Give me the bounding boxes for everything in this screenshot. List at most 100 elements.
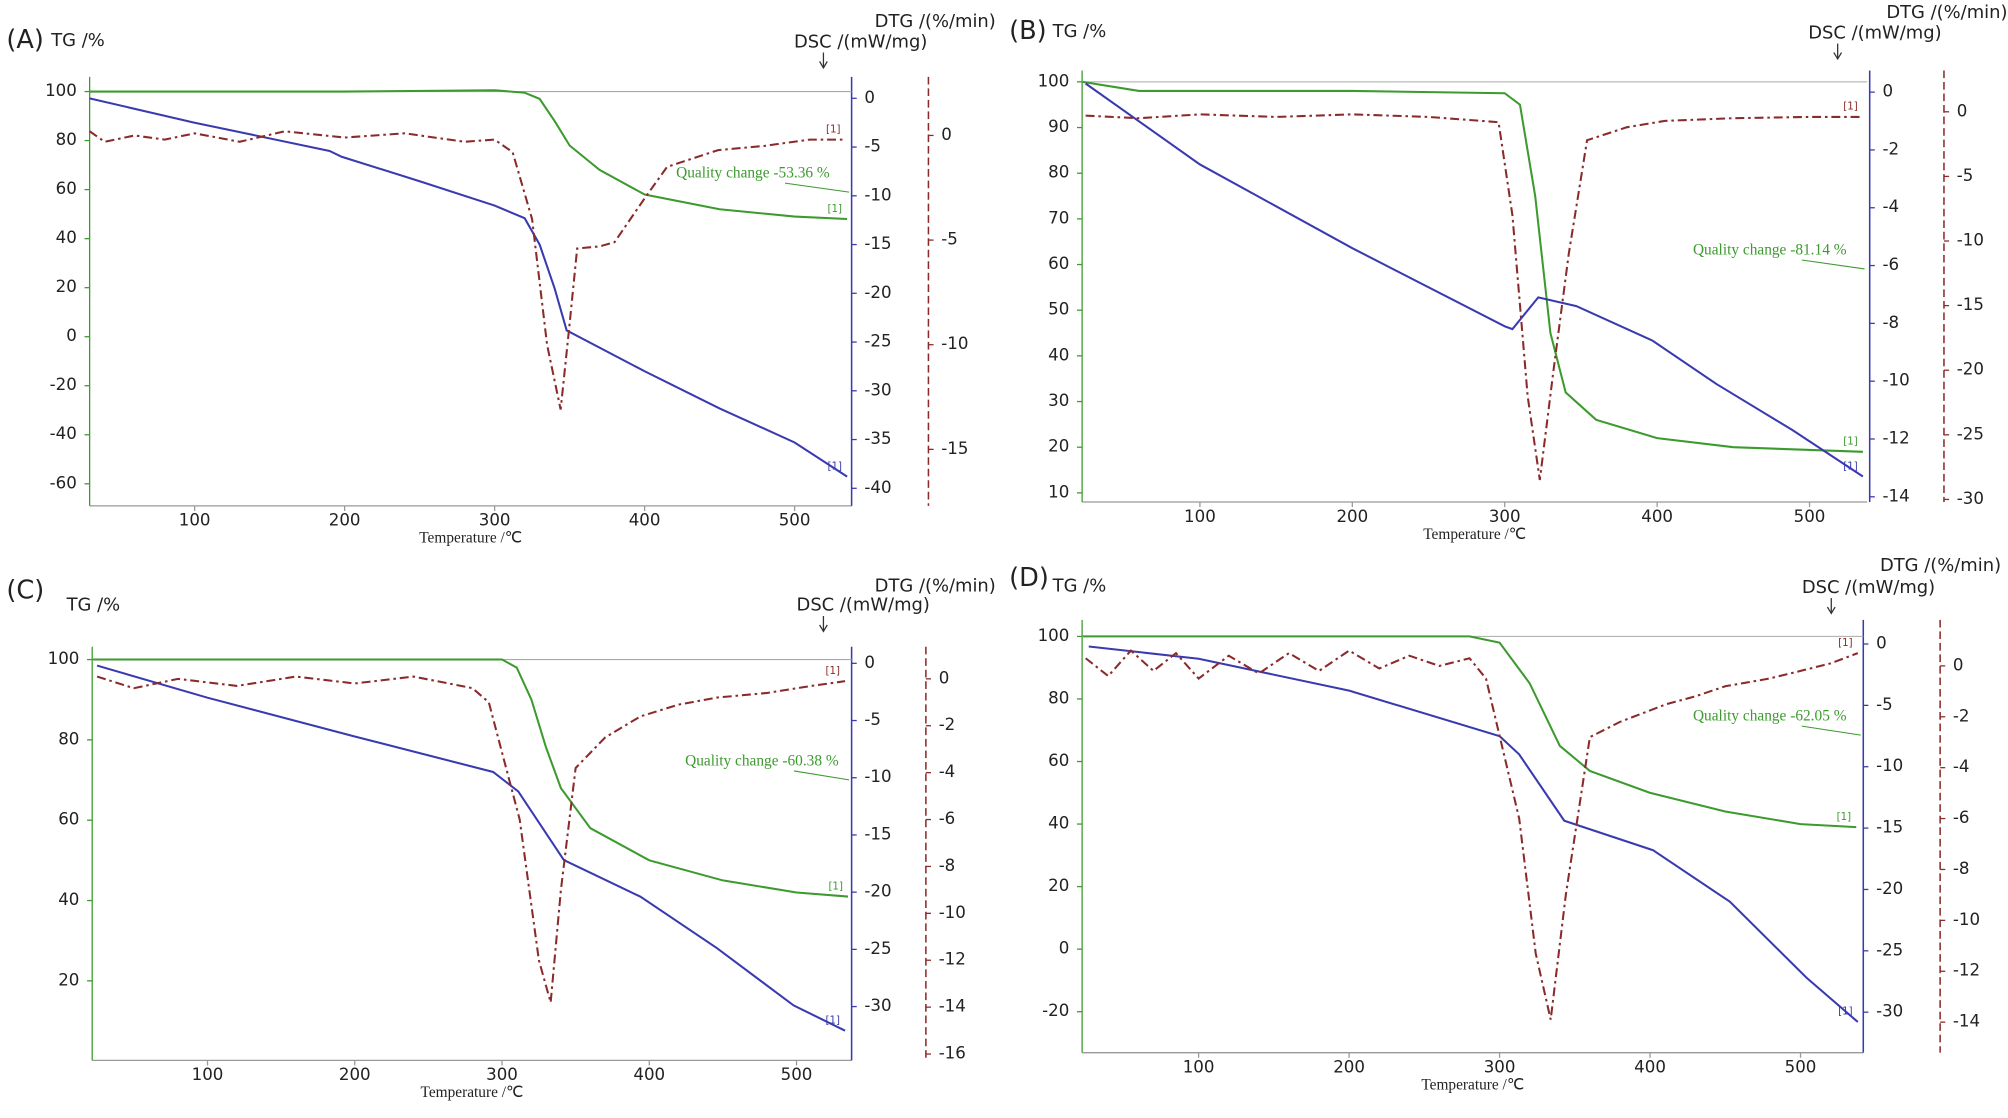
- y2-tick-label: -10: [864, 767, 891, 786]
- x-tick-label: 100: [179, 511, 211, 530]
- y3-tick-label: -5: [1957, 166, 1974, 185]
- y2-tick-label: -20: [864, 882, 891, 901]
- y2-tick-label: -40: [864, 478, 891, 497]
- y2-tick-label: -2: [1883, 139, 1900, 158]
- y2-tick-label: -5: [1876, 695, 1893, 714]
- end-label: [1]: [826, 1014, 841, 1026]
- end-label: [1]: [827, 203, 842, 215]
- end-label: [1]: [827, 460, 842, 472]
- x-tick-label: 300: [1484, 1058, 1516, 1077]
- y-tick-label: 60: [58, 810, 79, 829]
- annotation-leader: [1801, 259, 1865, 270]
- y2-tick-label: -10: [864, 185, 891, 204]
- y-tick-label: 100: [1038, 626, 1070, 645]
- series-line: [89, 97, 848, 478]
- y2-tick-label: 0: [864, 88, 875, 107]
- y3-axis-title: DTG /(%/min): [1886, 2, 2007, 23]
- end-label: [1]: [1843, 436, 1858, 448]
- arrow-head: [819, 61, 828, 70]
- y2-tick-label: -30: [864, 996, 891, 1015]
- y-tick-label: -20: [50, 375, 77, 394]
- y-tick-label: 100: [45, 81, 77, 100]
- y2-axis-title: DSC /(mW/mg): [797, 595, 930, 616]
- y3-tick-label: -10: [1957, 231, 1984, 250]
- y-tick-label: 0: [66, 326, 77, 345]
- y-axis-title: TG /%: [1052, 21, 1107, 42]
- x-tick-label: 300: [486, 1065, 518, 1084]
- y2-tick-label: -30: [1876, 1002, 1903, 1021]
- y-tick-label: 0: [1059, 939, 1070, 958]
- annotation: Quality change -60.38 %: [685, 753, 839, 770]
- y3-tick-label: -8: [939, 856, 956, 875]
- y3-tick-label: -12: [939, 950, 966, 969]
- y3-axis-title: DTG /(%/min): [1880, 555, 2001, 576]
- panel-label: (C): [6, 576, 44, 606]
- y3-tick-label: -16: [939, 1044, 966, 1063]
- y2-tick-label: -6: [1883, 255, 1900, 274]
- y2-axis-title: DSC /(mW/mg): [794, 31, 927, 52]
- y-axis-title: TG /%: [1052, 576, 1107, 597]
- y2-tick-label: -20: [864, 283, 891, 302]
- y2-tick-label: -15: [864, 234, 891, 253]
- y-tick-label: -40: [50, 424, 77, 443]
- y3-tick-label: -25: [1957, 424, 1984, 443]
- x-tick-label: 400: [629, 511, 661, 530]
- x-tick-label: 200: [1333, 1058, 1365, 1077]
- x-tick-label: 100: [1183, 1058, 1215, 1077]
- y3-tick-label: -10: [939, 903, 966, 922]
- annotation: Quality change -81.14 %: [1693, 242, 1847, 259]
- series-line: [92, 658, 849, 898]
- y2-tick-label: -5: [864, 137, 881, 156]
- end-label: [1]: [1843, 101, 1858, 113]
- series-line: [89, 130, 846, 410]
- y3-tick-label: -20: [1957, 360, 1984, 379]
- y3-tick-label: -4: [1953, 757, 1970, 776]
- x-tick-label: 200: [339, 1065, 371, 1084]
- y-tick-label: 70: [1048, 208, 1069, 227]
- y3-tick-label: -2: [939, 715, 956, 734]
- series-line: [96, 664, 846, 1032]
- series-line: [1082, 80, 1863, 453]
- y2-tick-label: -5: [864, 710, 881, 729]
- x-tick-label: 500: [1794, 507, 1826, 526]
- y3-tick-label: 0: [941, 125, 952, 144]
- y-tick-label: 40: [58, 890, 79, 909]
- annotation: Quality change -53.36 %: [676, 165, 830, 182]
- y3-tick-label: -10: [941, 334, 968, 353]
- y-tick-label: 20: [1048, 876, 1069, 895]
- x-axis-title: Temperature /℃: [419, 530, 522, 547]
- annotation: Quality change -62.05 %: [1693, 708, 1847, 725]
- y2-tick-label: -20: [1876, 879, 1903, 898]
- y-tick-label: 80: [1048, 163, 1069, 182]
- y3-tick-label: 0: [939, 668, 950, 687]
- y-tick-label: 40: [56, 228, 77, 247]
- x-tick-label: 400: [633, 1065, 665, 1084]
- panel-label: (D): [1009, 563, 1049, 593]
- end-label: [1]: [1838, 1006, 1853, 1018]
- y3-tick-label: -8: [1953, 859, 1970, 878]
- y2-tick-label: -4: [1883, 197, 1900, 216]
- y2-tick-label: -25: [864, 939, 891, 958]
- x-tick-label: 500: [1785, 1058, 1817, 1077]
- y2-tick-label: -8: [1883, 313, 1900, 332]
- x-tick-label: 200: [1336, 507, 1368, 526]
- annotation-leader: [793, 770, 850, 781]
- x-tick-label: 100: [1184, 507, 1216, 526]
- y2-tick-label: -15: [864, 824, 891, 843]
- y2-tick-label: 0: [1876, 634, 1887, 653]
- y3-tick-label: -12: [1953, 961, 1980, 980]
- x-tick-label: 300: [1489, 507, 1521, 526]
- y3-tick-label: -4: [939, 762, 956, 781]
- y3-tick-label: -14: [1953, 1012, 1980, 1031]
- y-tick-label: 60: [56, 179, 77, 198]
- end-label: [1]: [826, 665, 841, 677]
- y-axis-title: TG /%: [66, 595, 121, 616]
- y3-tick-label: 0: [1957, 101, 1968, 120]
- y3-tick-label: -10: [1953, 910, 1980, 929]
- y2-tick-label: -25: [864, 332, 891, 351]
- end-label: [1]: [1837, 811, 1852, 823]
- series-line: [1082, 635, 1857, 829]
- y3-tick-label: -15: [1957, 295, 1984, 314]
- x-axis-title: Temperature /℃: [421, 1084, 524, 1101]
